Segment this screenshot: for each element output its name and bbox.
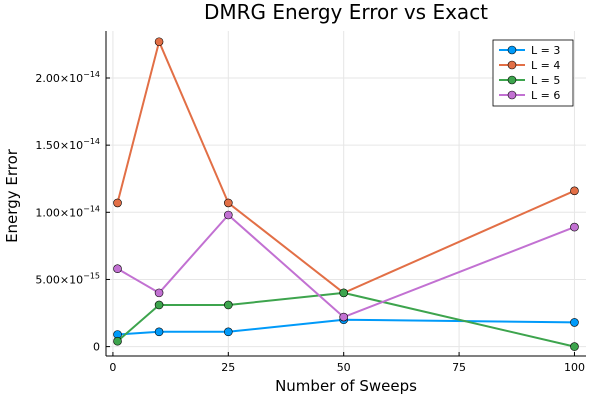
data-point [224,327,233,337]
legend-swatch-marker [507,60,517,70]
legend-item: L = 5 [499,74,560,87]
data-point [339,312,348,322]
x-tick-label: 50 [337,361,351,374]
legend: L = 3 L = 4 L = 5 L = 6 [492,39,574,107]
data-point [113,264,122,274]
data-point [154,288,164,298]
chart-title: DMRG Energy Error vs Exact [204,0,488,24]
y-axis-label: Energy Error [3,148,21,243]
x-tick-label: 75 [452,361,466,374]
legend-label: L = 5 [531,74,560,87]
legend-label: L = 3 [531,44,560,57]
legend-swatch-marker [507,45,517,55]
data-point [113,198,122,208]
legend-label: L = 6 [531,89,560,102]
data-point [224,198,233,208]
data-point [224,210,233,220]
data-point [154,327,164,337]
data-point [570,222,579,232]
axes-layer: 0 25 50 75 100 0 5.00×10−15 1.00×10−14 1.50×10−1… [35,31,586,374]
x-tick-label: 100 [564,361,585,374]
y-tick-label: 1.00×10−14 [35,204,100,219]
data-point [154,37,164,47]
data-point [113,336,122,346]
legend-item: L = 3 [499,44,560,57]
legend-item: L = 6 [499,89,560,102]
y-tick-label: 0 [93,341,100,354]
legend-swatch-marker [507,90,517,100]
series-2 [113,37,579,298]
y-tick-label: 1.50×10−14 [35,137,100,152]
series-layer [113,37,579,351]
data-point [570,342,579,351]
legend-label: L = 4 [531,59,560,72]
data-point [339,288,348,298]
series-4 [113,210,579,322]
data-point [154,300,164,310]
data-point [224,300,233,310]
data-point [570,318,579,327]
y-tick-label: 5.00×10−15 [35,271,100,286]
x-tick-label: 0 [109,361,116,374]
series-3 [113,288,579,351]
legend-item: L = 4 [499,59,560,72]
data-point [570,186,579,196]
legend-swatch-marker [507,75,517,85]
x-axis-label: Number of Sweeps [275,377,417,395]
x-tick-label: 25 [221,361,235,374]
y-tick-label: 2.00×10−14 [35,70,100,85]
